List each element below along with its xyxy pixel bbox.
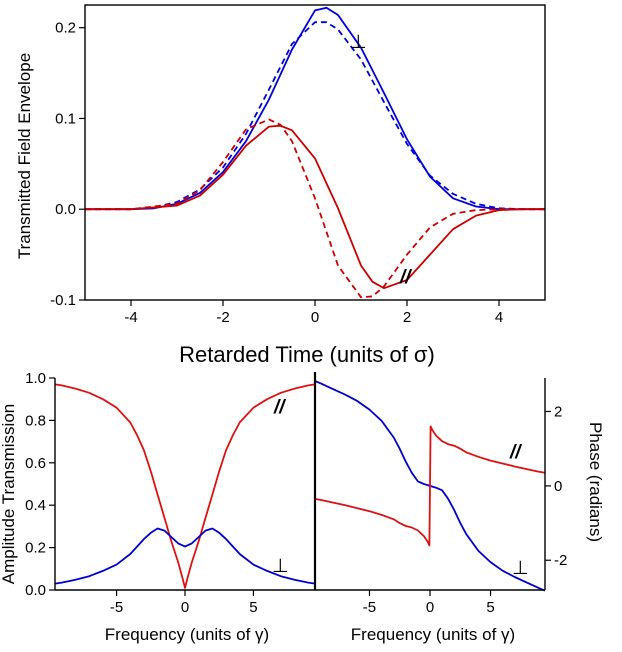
top-parallel-label: // (399, 267, 412, 288)
bottom-right-parallel-label: // (509, 442, 522, 463)
x-tick-label: 0 (426, 599, 434, 616)
bottom-left-y-axis-title: Amplitude Transmission (0, 404, 18, 584)
top-plot-frame (84, 4, 546, 301)
bottom-left-chart: -5 0 5 0.0 0.2 0.4 0.6 0.8 1.0 Frequency (units… (0, 370, 316, 644)
x-tick-label: -4 (124, 309, 137, 326)
bottom-right-perp-label: ⊥ (512, 557, 529, 579)
x-tick-label: 0 (181, 599, 189, 616)
series-line-par_solid (85, 124, 545, 290)
bottom-left-x-ticks: -5 0 5 (110, 590, 258, 616)
top-series-group (85, 6, 545, 299)
series-line-perp_solid (85, 6, 545, 211)
y-tick-label: 1.0 (25, 370, 46, 387)
top-x-axis-title: Retarded Time (units of σ) (179, 342, 435, 367)
series-line-par_phase (314, 425, 546, 547)
x-tick-label: -5 (363, 599, 376, 616)
y-tick-label: -0.1 (50, 292, 76, 309)
bottom-left-series-group (54, 383, 316, 589)
y-tick-label: 0 (554, 478, 562, 495)
bottom-left-x-axis-title: Frequency (units of γ) (105, 625, 269, 644)
bottom-right-chart: -5 0 5 -2 0 2 Frequency (units of γ) Phase (… (313, 372, 605, 644)
bottom-right-y-ticks: -2 0 2 (545, 403, 567, 569)
y-tick-label: 0.2 (55, 20, 76, 37)
x-tick-label: 5 (486, 599, 494, 616)
bottom-left-perp-label: ⊥ (272, 555, 289, 577)
series-line-perp_amp (54, 527, 316, 585)
x-tick-label: 4 (495, 309, 503, 326)
bottom-right-x-axis-title: Frequency (units of γ) (351, 625, 515, 644)
bottom-right-x-ticks: -5 0 5 (363, 590, 495, 616)
series-line-perp_dashed (85, 21, 545, 211)
y-tick-label: 0.6 (25, 455, 46, 472)
y-tick-label: 0.2 (25, 540, 46, 557)
bottom-left-y-ticks: 0.0 0.2 0.4 0.6 0.8 1.0 (25, 370, 55, 599)
bottom-right-series-group (314, 380, 546, 592)
y-tick-label: 2 (554, 403, 562, 420)
top-x-ticks: -4 -2 0 2 4 (124, 300, 503, 326)
top-y-ticks: -0.1 0.0 0.1 0.2 (50, 20, 85, 309)
series-line-par_amp (54, 383, 316, 589)
y-tick-label: 0.8 (25, 412, 46, 429)
series-line-par_dashed (85, 118, 545, 299)
y-tick-label: 0.1 (55, 110, 76, 127)
x-tick-label: -2 (216, 309, 229, 326)
x-tick-label: 0 (311, 309, 319, 326)
y-tick-label: 0.4 (25, 497, 46, 514)
x-tick-label: -5 (110, 599, 123, 616)
bottom-right-y-axis-title: Phase (radians) (586, 422, 605, 542)
x-tick-label: 5 (249, 599, 257, 616)
top-y-axis-title: Transmitted Field Envelope (15, 53, 34, 259)
bottom-left-parallel-label: // (273, 397, 286, 418)
y-tick-label: 0.0 (55, 201, 76, 218)
top-chart: -4 -2 0 2 4 -0.1 0.0 0.1 0.2 Retarded Time (uni… (15, 4, 546, 367)
y-tick-label: -2 (554, 552, 567, 569)
x-tick-label: 2 (403, 309, 411, 326)
top-perp-label: ⊥ (350, 31, 367, 53)
y-tick-label: 0.0 (25, 582, 46, 599)
